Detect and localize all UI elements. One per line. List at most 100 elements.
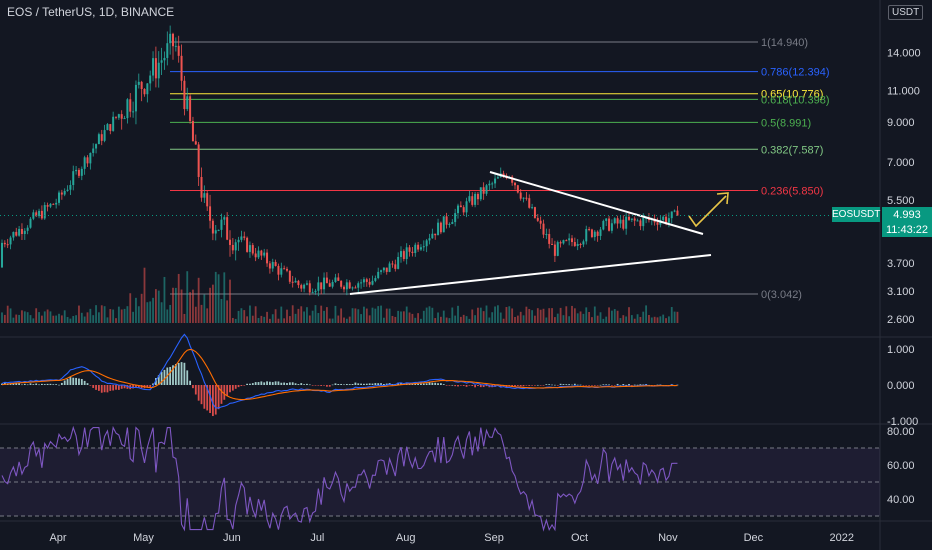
candle-body [479,187,482,200]
macd-histogram-bar [194,385,197,395]
candle-body [300,285,303,289]
volume-bar [240,308,243,323]
macd-histogram-bar [115,385,117,390]
macd-histogram-bar [656,384,659,386]
volume-bar [351,308,354,323]
volume-bar [38,312,40,323]
candle-body [519,192,522,199]
macd-histogram-bar [32,384,35,385]
volume-bar [129,293,132,323]
volume-bar [126,306,129,323]
volume-bar [571,305,573,323]
macd-histogram-bar [206,385,209,411]
macd-histogram-bar [288,382,291,385]
macd-histogram-bar [579,384,582,386]
macd-histogram-bar [271,382,274,385]
candle-body [402,251,405,259]
macd-histogram-bar [60,382,63,385]
macd-histogram-bar [360,383,362,385]
macd-histogram-bar [41,383,43,385]
candle-body [274,261,277,266]
candle-body [556,242,559,256]
volume-bar [374,308,377,323]
candle-body [86,157,89,164]
volume-bar [18,314,20,323]
macd-histogram-bar [653,385,656,386]
macd-histogram-bar [334,383,337,385]
volume-bar [41,315,43,323]
candle-body [251,245,254,254]
candle-body [360,282,363,284]
candle-body [354,287,357,289]
volume-bar [440,316,442,323]
candle-body [343,286,345,290]
candle-body [414,244,417,253]
candle-body [58,192,60,203]
projection-arrow [688,195,727,228]
candle-body [26,227,29,231]
volume-bar [183,313,186,323]
volume-bar [266,311,268,323]
candle-body [126,99,129,119]
volume-bar [534,315,536,323]
macd-histogram-bar [485,385,488,387]
candle-body [32,212,35,219]
volume-bar [92,315,95,323]
volume-bar [442,310,445,323]
price-axis-tick: 11.000 [887,85,920,97]
candle-body [140,81,143,90]
volume-bar [650,317,653,323]
candle-body [271,261,274,269]
volume-bar [143,267,146,323]
volume-bar [408,312,411,323]
candle-body [246,237,249,252]
volume-bar [556,313,559,323]
macd-histogram-bar [229,385,231,393]
candle-body [52,203,55,205]
volume-bar [280,306,283,323]
volume-bar [588,311,590,323]
volume-bar [200,304,203,323]
volume-bar [368,315,371,323]
volume-bar [72,316,75,323]
volume-bar [323,310,325,323]
macd-axis-tick: 0.000 [887,380,915,392]
volume-bar [103,306,106,323]
rsi-axis-tick: 60.00 [887,460,915,472]
volume-bar [511,308,514,323]
volume-bar [177,273,180,323]
currency-badge[interactable]: USDT [888,5,924,20]
macd-histogram-bar [308,384,311,386]
volume-bar [428,306,431,323]
macd-histogram-bar [437,383,439,385]
volume-bar [625,316,628,323]
macd-histogram-bar [431,382,434,385]
candle-body [602,220,605,230]
volume-bar [157,290,160,323]
macd-histogram-bar [514,385,516,387]
candle-body [377,271,380,279]
signal-line [1,348,678,401]
candle-body [665,216,668,223]
candle-body [491,183,494,185]
candle-body [323,277,326,290]
volume-bar [294,313,297,323]
volume-bar [497,305,499,323]
volume-bar [95,305,97,323]
macd-histogram-bar [371,383,374,385]
macd-histogram-bar [174,363,177,385]
volume-bar [217,274,220,323]
candle-body [163,57,166,61]
candle-body [391,263,394,265]
macd-histogram-bar [457,385,459,387]
candle-body [117,114,120,118]
volume-bar [6,305,9,323]
candle-body [633,218,636,221]
volume-bar [485,305,488,323]
volume-bar [303,311,305,323]
candle-body [83,157,86,169]
macd-histogram-bar [98,385,100,391]
volume-bar [60,315,63,323]
volume-bar [670,307,673,323]
